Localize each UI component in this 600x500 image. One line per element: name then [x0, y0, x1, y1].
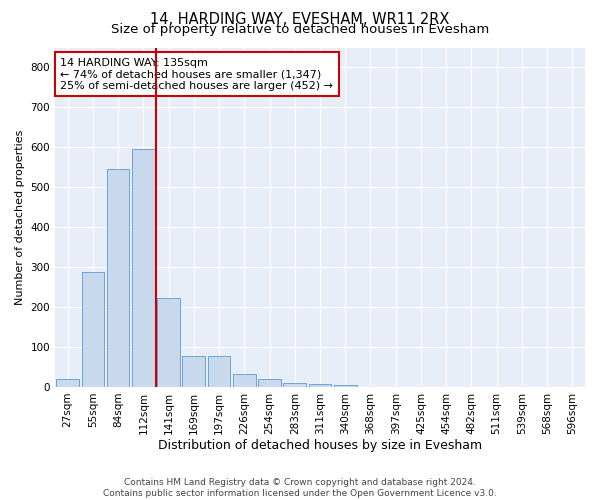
Text: 14, HARDING WAY, EVESHAM, WR11 2RX: 14, HARDING WAY, EVESHAM, WR11 2RX: [151, 12, 449, 28]
Bar: [258, 379, 281, 387]
Bar: [182, 356, 205, 387]
Bar: [308, 384, 331, 387]
Bar: [132, 148, 155, 387]
Y-axis label: Number of detached properties: Number of detached properties: [15, 130, 25, 305]
Bar: [157, 298, 180, 387]
Bar: [107, 168, 130, 387]
Text: 14 HARDING WAY: 135sqm
← 74% of detached houses are smaller (1,347)
25% of semi-: 14 HARDING WAY: 135sqm ← 74% of detached…: [61, 58, 334, 91]
Text: Size of property relative to detached houses in Evesham: Size of property relative to detached ho…: [111, 22, 489, 36]
Bar: [283, 383, 306, 387]
Bar: [56, 379, 79, 387]
Bar: [233, 374, 256, 387]
Text: Contains HM Land Registry data © Crown copyright and database right 2024.
Contai: Contains HM Land Registry data © Crown c…: [103, 478, 497, 498]
Bar: [82, 272, 104, 387]
Bar: [208, 356, 230, 387]
Bar: [334, 385, 356, 387]
X-axis label: Distribution of detached houses by size in Evesham: Distribution of detached houses by size …: [158, 440, 482, 452]
